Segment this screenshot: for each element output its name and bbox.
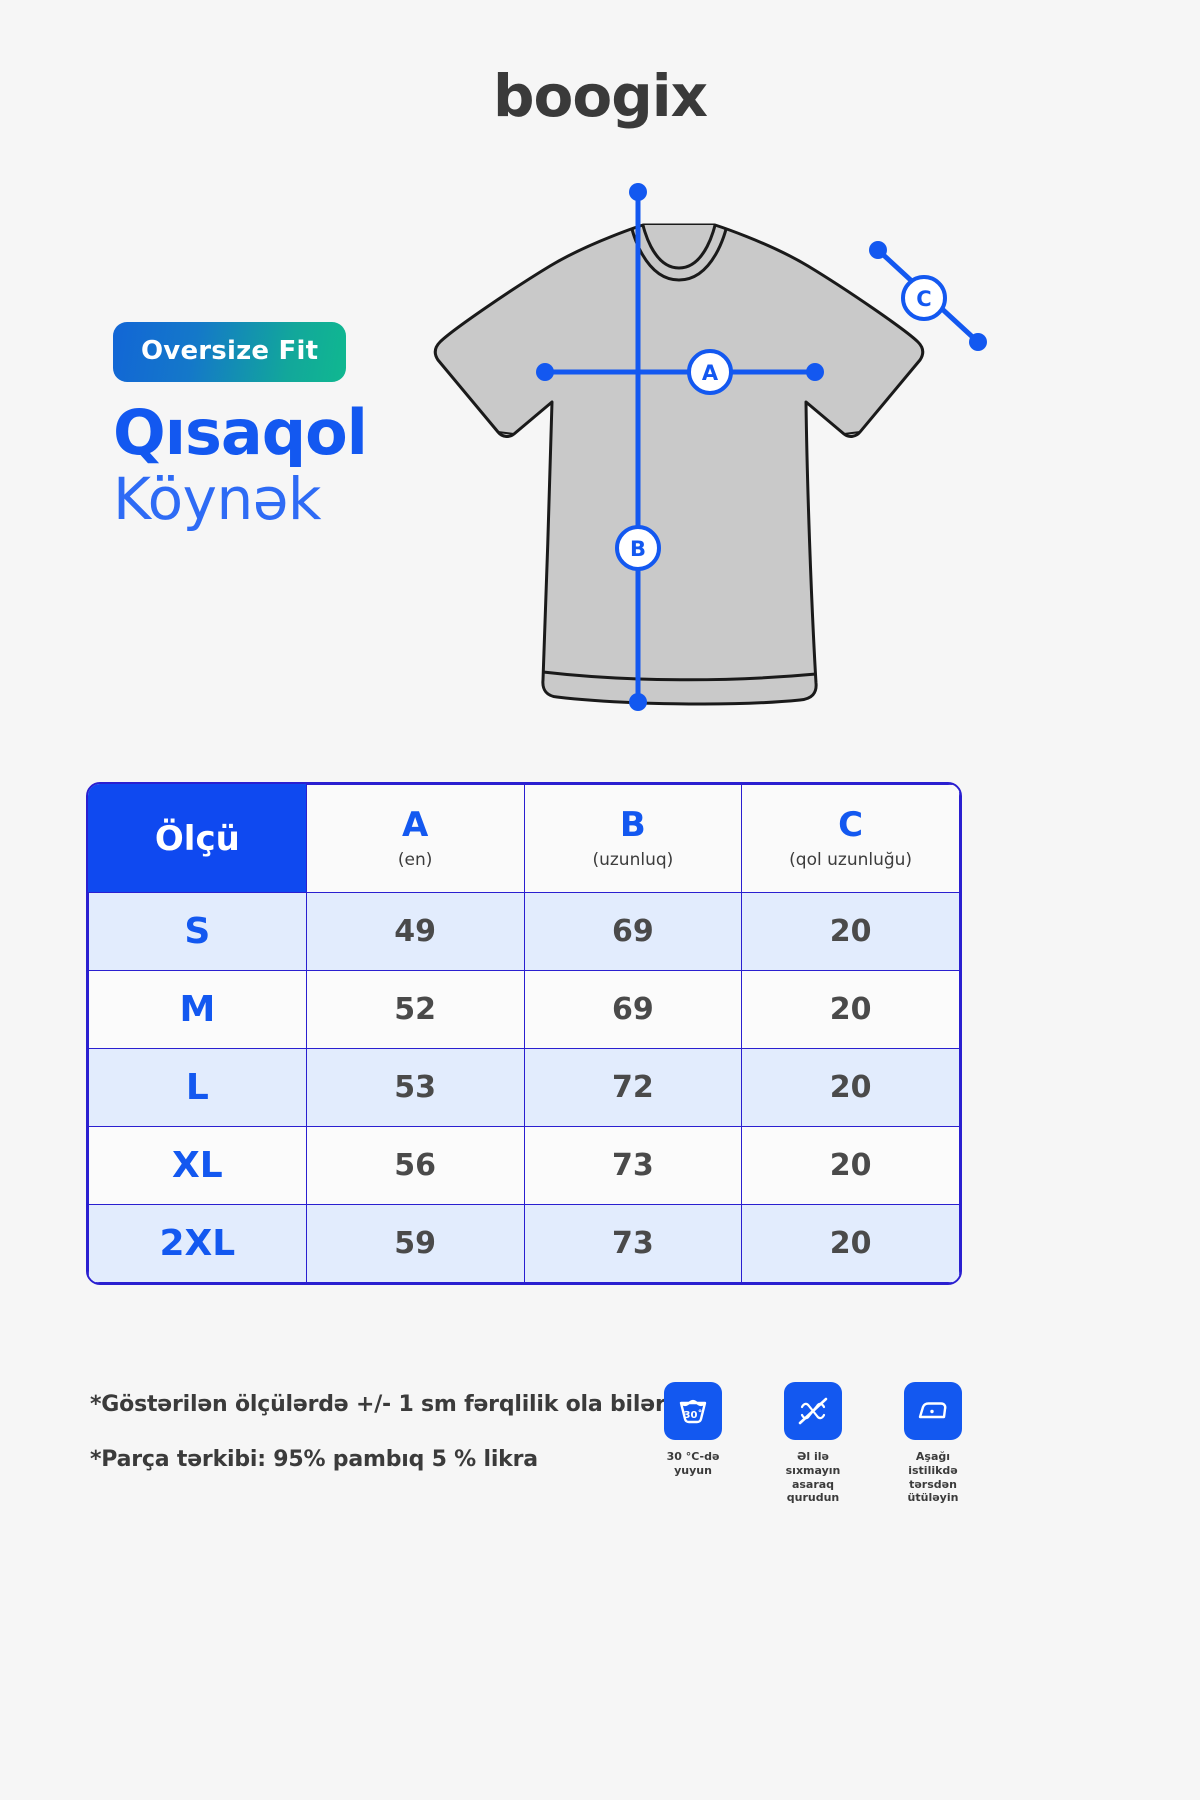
cell-b: 72: [523, 1048, 743, 1127]
do-not-wring-icon: [784, 1382, 842, 1440]
cell-a: 56: [305, 1126, 525, 1205]
cell-b: 69: [523, 970, 743, 1049]
svg-text:30˚: 30˚: [684, 1409, 703, 1421]
header-b-letter: B: [619, 804, 646, 845]
measure-dot-a-left: [536, 363, 554, 381]
care-item-wring: Əl ilə sıxmayın asaraq qurudun: [770, 1382, 856, 1505]
low-heat-iron-glyph: [918, 1402, 947, 1419]
fit-badge: Oversize Fit: [113, 322, 347, 382]
header-c: C (qol uzunluğu): [741, 784, 960, 893]
cell-c: 20: [741, 970, 960, 1049]
table-row: XL 56 73 20: [88, 1126, 960, 1205]
cell-a: 52: [305, 970, 525, 1049]
cell-b: 73: [523, 1126, 743, 1205]
cell-size: M: [88, 970, 307, 1049]
cell-size: S: [88, 892, 307, 971]
header-c-note: (qol uzunluğu): [789, 849, 913, 870]
size-table-element: Ölçü A (en) B (uzunluq) C (qol uzunluğu): [88, 784, 960, 1283]
care-label-wash: 30 °C-də yuyun: [666, 1450, 720, 1477]
shirt-hem: [542, 670, 817, 682]
product-subtitle: Köynək: [113, 465, 322, 534]
brand-logo: boogix: [492, 62, 708, 130]
cell-a: 49: [305, 892, 525, 971]
cell-b: 69: [523, 892, 743, 971]
cell-size: L: [88, 1048, 307, 1127]
cell-a: 59: [305, 1204, 525, 1283]
product-title: Qısaqol: [113, 396, 368, 469]
sleeve-hem-right: [843, 431, 861, 435]
do-not-wring-glyph: [798, 1397, 828, 1425]
care-item-iron: Aşağı istilikdə tərsdən ütüləyin: [890, 1382, 976, 1505]
header-b: B (uzunluq): [523, 784, 743, 893]
care-item-wash: 30˚ 30 °C-də yuyun: [650, 1382, 736, 1505]
measure-dot-b-bottom: [629, 693, 647, 711]
care-label-iron: Aşağı istilikdə tərsdən ütüləyin: [907, 1450, 959, 1505]
header-a: A (en): [305, 784, 525, 893]
wash-30-glyph: 30˚: [679, 1399, 707, 1424]
cell-a: 53: [305, 1048, 525, 1127]
low-heat-iron-icon: [904, 1382, 962, 1440]
cell-c: 20: [741, 1204, 960, 1283]
tshirt-svg: A B C: [433, 183, 987, 711]
measure-label-c: C: [916, 287, 931, 311]
footer-notes: *Göstərilən ölçülərdə +/- 1 sm fərqlilik…: [90, 1392, 690, 1502]
measure-badge-b: [615, 525, 661, 571]
header-c-letter: C: [838, 804, 864, 845]
measure-badge-c: [901, 275, 947, 321]
header-a-note: (en): [397, 849, 433, 870]
measure-badge-a: [687, 349, 733, 395]
size-table: Ölçü A (en) B (uzunluq) C (qol uzunluğu): [86, 782, 962, 1285]
table-row: L 53 72 20: [88, 1048, 960, 1127]
size-table-head: Ölçü A (en) B (uzunluq) C (qol uzunluğu): [88, 784, 960, 893]
shirt-collar: [641, 224, 717, 270]
care-instructions: 30˚ 30 °C-də yuyun Əl ilə sıxmayın asaraq …: [650, 1382, 980, 1505]
header-b-note: (uzunluq): [592, 849, 674, 870]
measure-dot-c-top: [869, 241, 887, 259]
wash-30-icon: 30˚: [664, 1382, 722, 1440]
cell-b: 73: [523, 1204, 743, 1283]
cell-size: 2XL: [88, 1204, 307, 1283]
header-a-letter: A: [401, 804, 429, 845]
note-composition: *Parça tərkibi: 95% pambıq 5 % likra: [90, 1447, 538, 1472]
tshirt-measurement-diagram: A B C: [400, 180, 1020, 760]
care-label-wring: Əl ilə sıxmayın asaraq qurudun: [785, 1450, 841, 1505]
note-tolerance: *Göstərilən ölçülərdə +/- 1 sm fərqlilik…: [90, 1392, 671, 1417]
cell-c: 20: [741, 892, 960, 971]
measure-label-b: B: [630, 537, 646, 561]
table-header-row: Ölçü A (en) B (uzunluq) C (qol uzunluğu): [88, 784, 960, 893]
shoulder-left: [439, 265, 551, 343]
cell-c: 20: [741, 1048, 960, 1127]
measure-label-a: A: [702, 361, 719, 385]
measure-dot-a-right: [806, 363, 824, 381]
table-row: 2XL 59 73 20: [88, 1204, 960, 1283]
cell-c: 20: [741, 1126, 960, 1205]
table-row: M 52 69 20: [88, 970, 960, 1049]
cell-size: XL: [88, 1126, 307, 1205]
sleeve-hem-left: [497, 431, 515, 435]
header-size: Ölçü: [88, 784, 307, 893]
table-row: S 49 69 20: [88, 892, 960, 971]
measure-dot-b-top: [629, 183, 647, 201]
measure-dot-c-bottom: [969, 333, 987, 351]
product-info: Oversize Fit Qısaqol Köynək: [113, 322, 493, 530]
shirt-body: [433, 223, 925, 706]
size-table-body: S 49 69 20 M 52 69 20 L 53 72 20: [88, 892, 960, 1283]
